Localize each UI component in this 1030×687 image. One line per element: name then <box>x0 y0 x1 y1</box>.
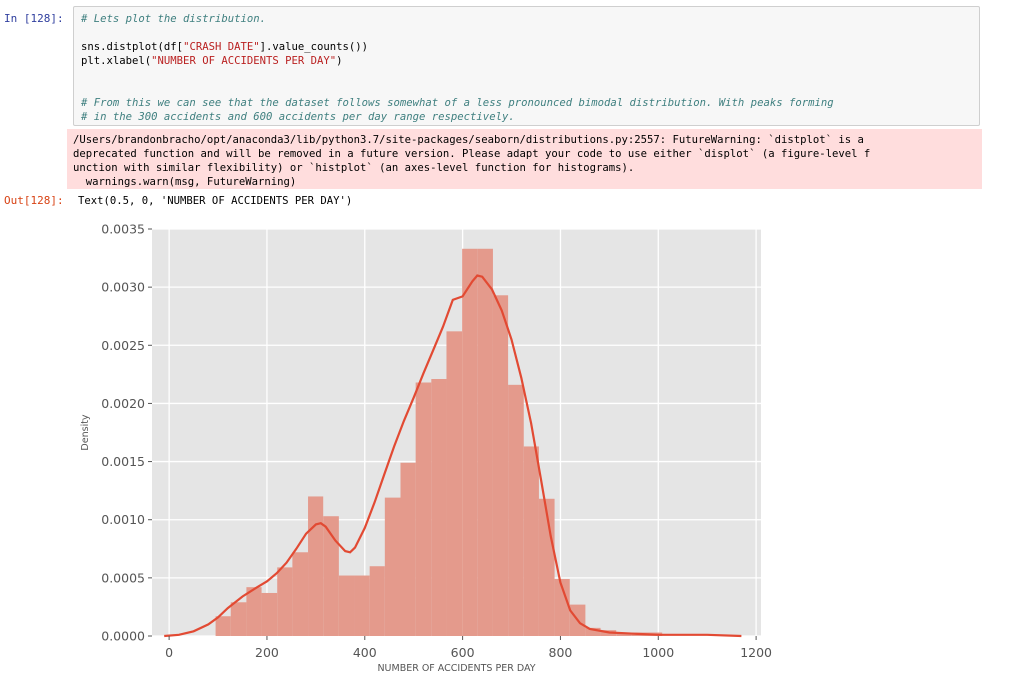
y-axis-ticks: 0.0000 0.0005 0.0010 0.0015 0.0020 0.0025 0.00… <box>101 222 152 644</box>
stderr-line: warnings.warn(msg, FutureWarning) <box>73 176 297 188</box>
code-token: plt.xlabel( <box>81 55 152 67</box>
histogram-bar <box>585 627 601 636</box>
x-axis-label: NUMBER OF ACCIDENTS PER DAY <box>377 663 535 674</box>
y-tick-label: 0.0015 <box>101 454 145 469</box>
output-text: Text(0.5, 0, 'NUMBER OF ACCIDENTS PER DA… <box>78 195 353 207</box>
histogram-bar <box>508 384 524 636</box>
code-token: # in the 300 accidents and 600 accidents… <box>81 111 515 123</box>
y-tick-label: 0.0010 <box>101 512 145 527</box>
y-tick-label: 0.0030 <box>101 280 145 295</box>
code-line: sns.distplot(df["CRASH DATE"].value_coun… <box>81 40 368 54</box>
x-tick-label: 400 <box>353 645 377 660</box>
x-tick-label: 200 <box>255 645 279 660</box>
histogram-bar <box>554 579 570 636</box>
stderr-warning-output: /Users/brandonbracho/opt/anaconda3/lib/p… <box>67 129 982 189</box>
code-token: sns.distplot(df[ <box>81 41 184 53</box>
y-tick-label: 0.0000 <box>101 629 145 644</box>
histogram-bar <box>277 567 293 636</box>
histogram-bar <box>477 248 493 637</box>
code-line: # in the 300 accidents and 600 accidents… <box>81 110 515 124</box>
code-line: # From this we can see that the dataset … <box>81 96 834 110</box>
kde-line <box>164 274 742 638</box>
x-axis-ticks: 0 200 400 600 800 1000 1200 <box>165 636 772 660</box>
histogram-bar <box>246 587 262 636</box>
code-line: # Lets plot the distribution. <box>81 12 266 26</box>
output-prompt: Out[128]: <box>4 194 64 207</box>
x-tick-label: 1200 <box>740 645 772 660</box>
code-input-cell[interactable]: # Lets plot the distribution. sns.distplo… <box>73 6 980 126</box>
stderr-line: /Users/brandonbracho/opt/anaconda3/lib/p… <box>73 134 864 146</box>
histogram-bar <box>369 566 385 636</box>
code-token: ) <box>336 55 343 67</box>
histogram-bar <box>230 602 247 636</box>
histogram-bars <box>215 248 663 637</box>
code-token: "CRASH DATE" <box>183 41 260 53</box>
histogram-bar <box>323 516 339 636</box>
y-axis-label: Density <box>80 414 91 450</box>
histogram-bar <box>261 592 278 636</box>
x-tick-label: 0 <box>165 645 173 660</box>
histogram-bar <box>215 616 231 636</box>
code-token: # From this we can see that the dataset … <box>81 97 834 109</box>
histogram-bar <box>308 496 324 636</box>
histogram-bar <box>446 331 463 636</box>
histogram-bar <box>415 382 432 636</box>
code-token: # Lets plot the distribution. <box>81 13 266 25</box>
y-tick-label: 0.0020 <box>101 396 145 411</box>
histogram-bar <box>462 248 478 637</box>
y-tick-label: 0.0025 <box>101 338 145 353</box>
x-tick-label: 800 <box>549 645 573 660</box>
histogram-bar <box>338 575 355 636</box>
y-tick-label: 0.0035 <box>101 222 145 237</box>
histogram-bar <box>292 552 309 636</box>
code-line: plt.xlabel("NUMBER OF ACCIDENTS PER DAY"… <box>81 54 343 68</box>
histogram-bar <box>354 575 370 636</box>
code-token: "NUMBER OF ACCIDENTS PER DAY" <box>151 55 337 67</box>
stderr-line: unction with similar flexibility) or `hi… <box>73 162 635 174</box>
stderr-line: deprecated function and will be removed … <box>73 148 871 160</box>
histogram-bar <box>523 446 539 636</box>
x-tick-label: 600 <box>451 645 475 660</box>
histogram-bar <box>384 497 401 636</box>
histogram-bar <box>400 462 416 636</box>
input-prompt: In [128]: <box>4 12 64 25</box>
code-token: ].value_counts()) <box>259 41 369 53</box>
histogram-bar <box>492 295 509 636</box>
histogram-bar <box>431 379 447 636</box>
x-tick-label: 1000 <box>642 645 674 660</box>
y-tick-label: 0.0005 <box>101 570 145 585</box>
